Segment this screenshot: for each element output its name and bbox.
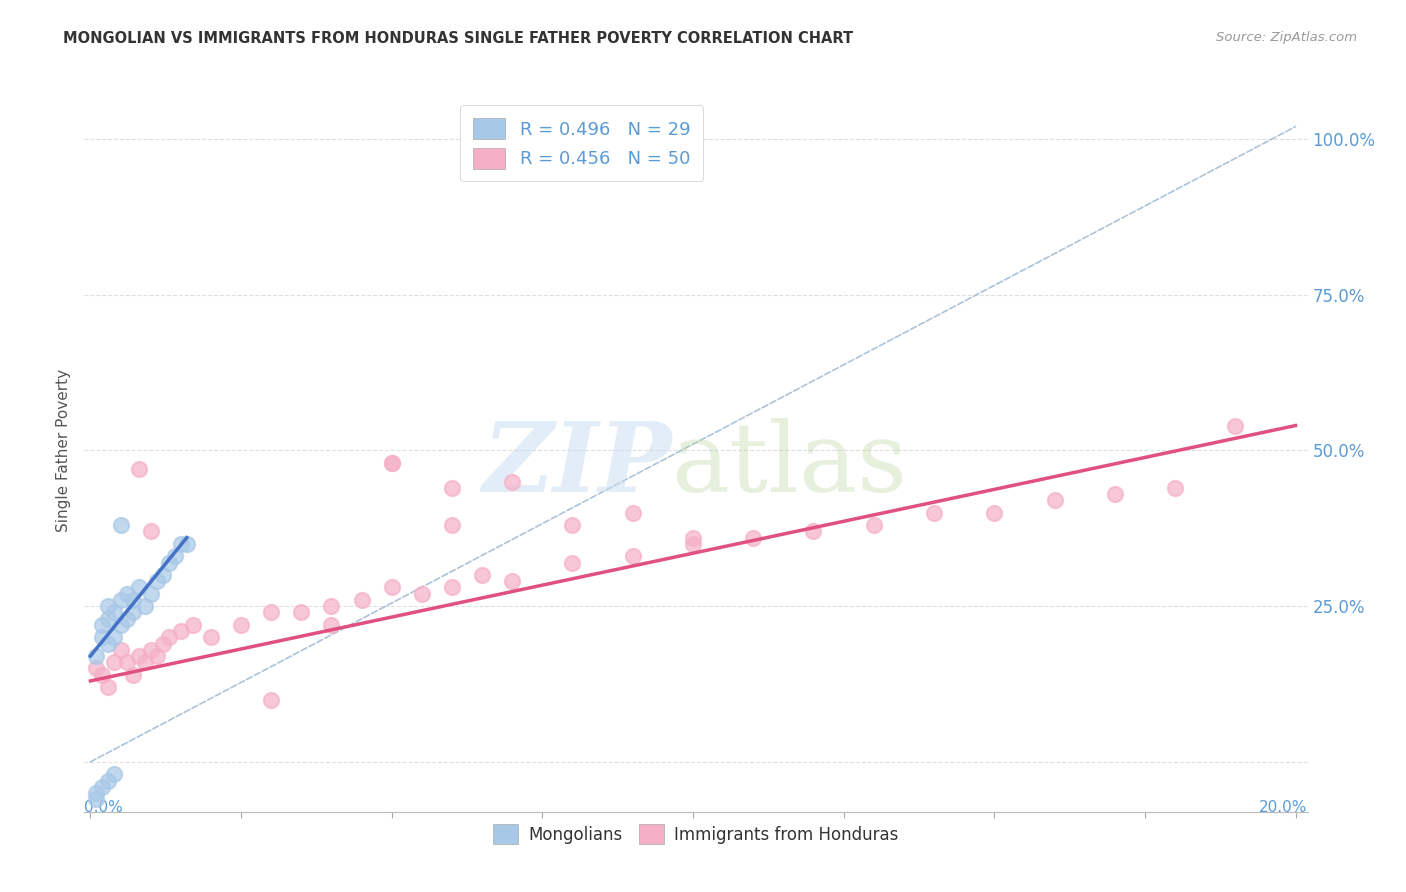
Point [86, 786, 108, 800]
Point [742, 531, 765, 545]
Point [115, 655, 138, 669]
Point [922, 506, 945, 520]
Point [145, 648, 167, 663]
Point [200, 630, 222, 644]
Point [321, 618, 343, 632]
Point [103, 655, 125, 669]
Point [621, 506, 644, 520]
Point [561, 556, 583, 570]
Point [862, 518, 884, 533]
Text: atlas: atlas [672, 418, 907, 512]
Point [139, 587, 162, 601]
Point [97, 599, 120, 614]
Point [682, 537, 704, 551]
Point [290, 606, 312, 620]
Point [103, 630, 125, 644]
Point [440, 481, 463, 495]
Point [501, 475, 523, 489]
Point [139, 642, 162, 657]
Point [440, 581, 463, 595]
Text: 20.0%: 20.0% [1260, 800, 1308, 814]
Y-axis label: Single Father Poverty: Single Father Poverty [56, 369, 72, 532]
Point [152, 568, 174, 582]
Point [110, 618, 132, 632]
Point [145, 574, 167, 589]
Point [350, 593, 373, 607]
Point [163, 549, 186, 564]
Point [1164, 481, 1187, 495]
Point [134, 655, 156, 669]
Point [103, 606, 125, 620]
Point [411, 587, 433, 601]
Text: MONGOLIAN VS IMMIGRANTS FROM HONDURAS SINGLE FATHER POVERTY CORRELATION CHART: MONGOLIAN VS IMMIGRANTS FROM HONDURAS SI… [63, 31, 853, 46]
Legend: Mongolians, Immigrants from Honduras: Mongolians, Immigrants from Honduras [486, 818, 905, 850]
Point [91, 667, 114, 681]
Point [86, 661, 108, 675]
Point [103, 767, 125, 781]
Point [86, 792, 108, 806]
Point [128, 648, 150, 663]
Point [621, 549, 644, 564]
Point [1043, 493, 1066, 508]
Point [983, 506, 1005, 520]
Point [110, 518, 132, 533]
Text: ZIP: ZIP [482, 418, 672, 512]
Point [260, 692, 283, 706]
Point [1225, 418, 1247, 433]
Point [110, 642, 132, 657]
Point [91, 780, 114, 794]
Point [97, 773, 120, 788]
Point [170, 624, 193, 639]
Point [561, 518, 583, 533]
Point [157, 556, 180, 570]
Point [381, 456, 404, 470]
Text: 0.0%: 0.0% [84, 800, 124, 814]
Point [110, 593, 132, 607]
Point [157, 630, 180, 644]
Point [121, 667, 143, 681]
Point [121, 606, 143, 620]
Point [181, 618, 204, 632]
Point [86, 648, 108, 663]
Point [115, 612, 138, 626]
Point [91, 630, 114, 644]
Point [128, 581, 150, 595]
Text: Source: ZipAtlas.com: Source: ZipAtlas.com [1216, 31, 1357, 45]
Point [682, 531, 704, 545]
Point [170, 537, 193, 551]
Point [381, 456, 404, 470]
Point [121, 593, 143, 607]
Point [139, 524, 162, 539]
Point [501, 574, 523, 589]
Point [97, 680, 120, 694]
Point [440, 518, 463, 533]
Point [321, 599, 343, 614]
Point [115, 587, 138, 601]
Point [97, 636, 120, 650]
Point [134, 599, 156, 614]
Point [176, 537, 198, 551]
Point [260, 606, 283, 620]
Point [1104, 487, 1126, 501]
Point [97, 612, 120, 626]
Point [381, 581, 404, 595]
Point [128, 462, 150, 476]
Point [471, 568, 494, 582]
Point [91, 618, 114, 632]
Point [152, 636, 174, 650]
Point [229, 618, 252, 632]
Point [803, 524, 825, 539]
